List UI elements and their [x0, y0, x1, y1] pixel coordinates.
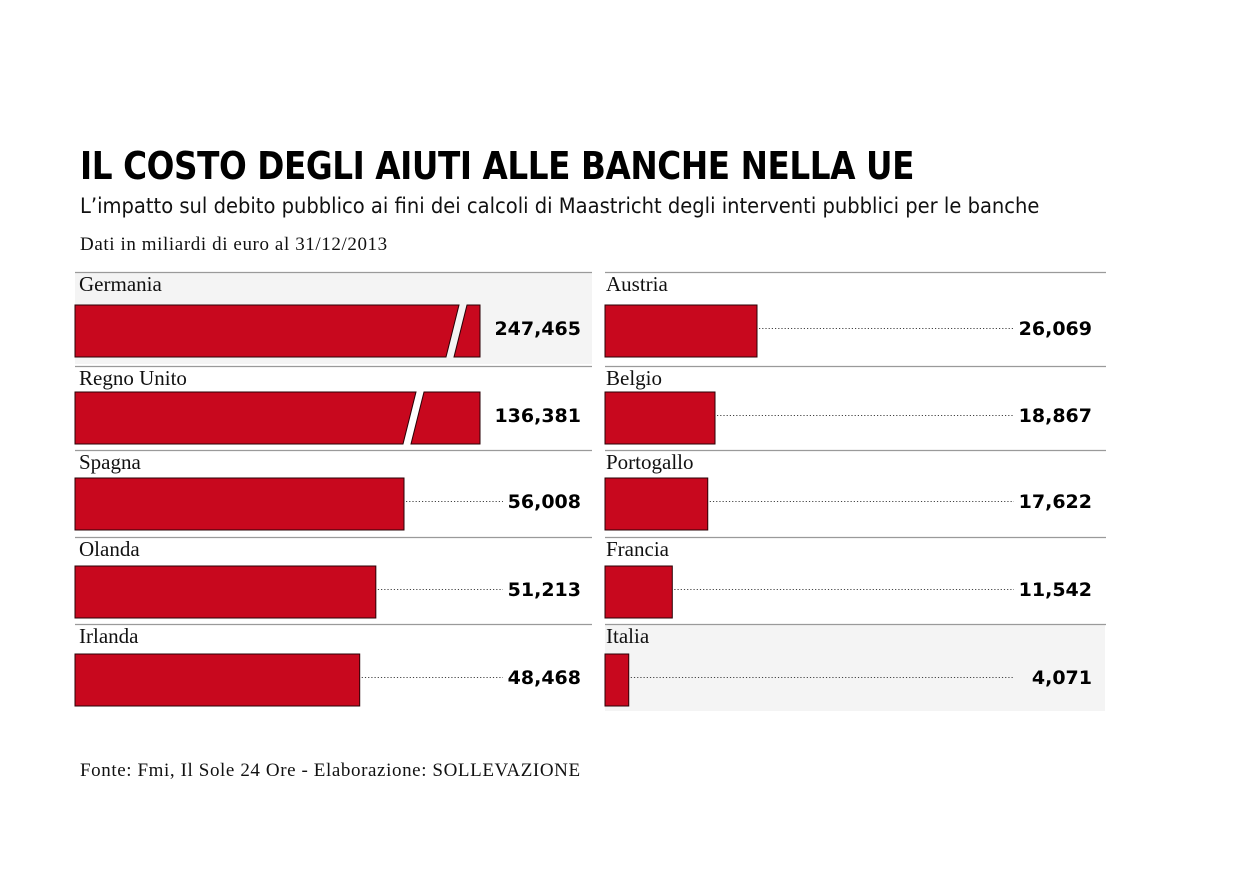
bar-label-italia: Italia: [606, 624, 650, 648]
bar-label-francia: Francia: [606, 537, 670, 561]
bar-regno-unito: [74, 391, 417, 445]
unit-note: Dati in miliardi di euro al 31/12/2013: [80, 234, 388, 255]
highlight-bg-italia: [605, 625, 1105, 711]
bar-spagna: [74, 477, 405, 531]
bar-francia: [604, 565, 673, 619]
bar-label-belgio: Belgio: [606, 366, 662, 390]
value-label-francia: 11,542: [1019, 579, 1092, 601]
bar-portogallo: [604, 477, 709, 531]
chart-subtitle: L’impatto sul debito pubblico ai fini de…: [80, 194, 1040, 218]
value-label-regno-unito: 136,381: [494, 405, 581, 427]
bar-olanda: [74, 565, 377, 619]
source-note: Fonte: Fmi, Il Sole 24 Ore - Elaborazion…: [80, 760, 581, 781]
bar-italia: [604, 653, 630, 707]
chart-title: IL COSTO DEGLI AIUTI ALLE BANCHE NELLA U…: [80, 144, 915, 188]
value-label-italia: 4,071: [1032, 667, 1092, 689]
bar-germania: [74, 304, 460, 358]
bar-label-germania: Germania: [79, 272, 162, 296]
bar-label-irlanda: Irlanda: [79, 624, 139, 648]
bar-regno-unito-cont: [410, 391, 481, 445]
value-label-olanda: 51,213: [508, 579, 581, 601]
bar-label-austria: Austria: [606, 272, 669, 296]
bar-label-olanda: Olanda: [79, 537, 140, 561]
bar-belgio: [604, 391, 716, 445]
value-label-belgio: 18,867: [1019, 405, 1092, 427]
bar-germania-cont: [453, 304, 481, 358]
value-label-spagna: 56,008: [508, 491, 581, 513]
bar-irlanda: [74, 653, 361, 707]
bar-label-spagna: Spagna: [79, 450, 142, 474]
bar-austria: [604, 304, 758, 358]
value-label-germania: 247,465: [494, 318, 581, 340]
value-label-irlanda: 48,468: [508, 667, 581, 689]
value-label-austria: 26,069: [1019, 318, 1092, 340]
value-label-portogallo: 17,622: [1019, 491, 1092, 513]
bar-label-regno-unito: Regno Unito: [79, 366, 187, 390]
bar-label-portogallo: Portogallo: [606, 450, 694, 474]
